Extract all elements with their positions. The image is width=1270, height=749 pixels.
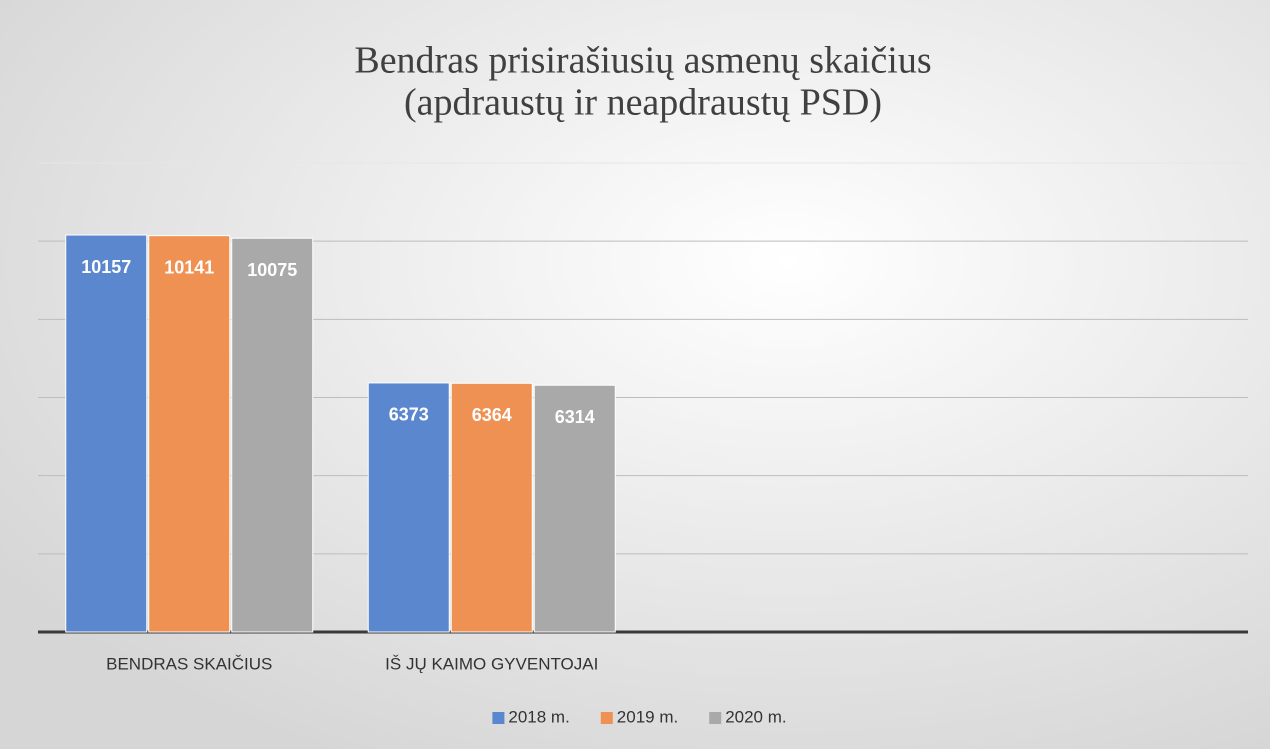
data-label: 6373 (389, 405, 429, 425)
legend-swatch (492, 712, 505, 724)
legend-swatch (600, 712, 613, 724)
chart-title: Bendras prisirašiusių asmenų skaičius (354, 40, 931, 82)
bar (533, 384, 616, 633)
bar (231, 237, 314, 633)
x-tick-label: IŠ JŲ KAIMO GYVENTOJAI (385, 654, 598, 673)
chart-subtitle: (apdraustų ir neapdraustų PSD) (404, 82, 882, 124)
data-label: 6364 (472, 405, 512, 425)
legend-swatch (709, 712, 722, 724)
bar (450, 382, 533, 633)
data-label: 10075 (247, 260, 297, 280)
x-tick-label: BENDRAS SKAIČIUS (106, 654, 272, 673)
data-label: 10157 (81, 257, 131, 277)
legend-label: 2018 m. (508, 707, 569, 726)
bar (65, 234, 148, 633)
legend-label: 2019 m. (617, 707, 678, 726)
bar (148, 235, 231, 633)
bar (367, 382, 450, 633)
data-label: 10141 (164, 257, 214, 277)
data-label: 6314 (555, 407, 595, 427)
legend-label: 2020 m. (725, 707, 786, 726)
